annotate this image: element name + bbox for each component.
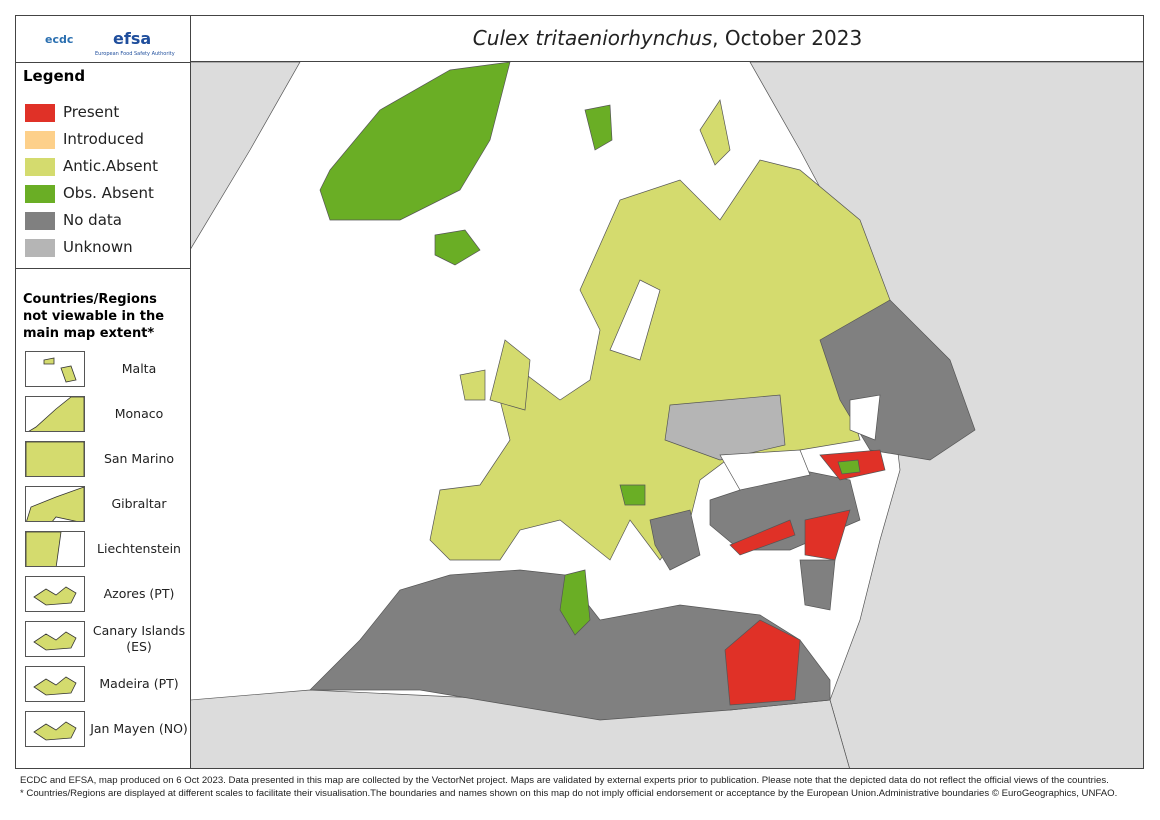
turkey-coast bbox=[729, 519, 796, 556]
inset-region bbox=[33, 586, 77, 606]
great-britain bbox=[489, 339, 531, 411]
frame bbox=[15, 15, 1144, 769]
logo: ecdc bbox=[45, 33, 74, 46]
inset-region bbox=[25, 531, 62, 569]
inset-region bbox=[43, 357, 55, 365]
inset-label: Gibraltar bbox=[111, 496, 167, 511]
inset-shape bbox=[25, 486, 85, 524]
caspian-sea bbox=[849, 394, 881, 441]
legend-label: Antic.Absent bbox=[63, 157, 159, 175]
inset-label: Malta bbox=[121, 361, 157, 376]
inset-shape bbox=[33, 676, 77, 696]
baltic-sea bbox=[609, 279, 661, 361]
inset-box bbox=[25, 711, 85, 747]
side-panel: ecdc efsa European Food Safety Authority… bbox=[15, 15, 191, 769]
inset-label: Azores (PT) bbox=[103, 586, 175, 601]
inset-label: Liechtenstein bbox=[97, 541, 181, 556]
inset-shape bbox=[25, 441, 85, 479]
inset-box bbox=[25, 576, 85, 612]
land-outside bbox=[191, 62, 301, 250]
footer-note: * Countries/Regions are displayed at dif… bbox=[20, 788, 1118, 799]
inset-label: San Marino bbox=[103, 451, 175, 466]
inset-region bbox=[33, 676, 77, 696]
title-date: , October 2023 bbox=[712, 26, 863, 50]
greece bbox=[649, 509, 701, 571]
inset-box bbox=[25, 486, 85, 524]
legend-swatch bbox=[25, 158, 55, 176]
logo-caption: European Food Safety Authority bbox=[95, 51, 175, 57]
legend-swatch bbox=[25, 212, 55, 230]
greenland bbox=[319, 62, 511, 221]
title: Culex tritaeniorhynchus, October 2023 bbox=[191, 15, 1144, 62]
inset-region bbox=[24, 396, 85, 434]
inset-region bbox=[33, 631, 77, 651]
georgia bbox=[837, 459, 861, 475]
inset-shape bbox=[24, 396, 85, 434]
inset-label: Jan Mayen (NO) bbox=[90, 721, 188, 736]
inset-shape bbox=[25, 531, 62, 569]
legend-swatch bbox=[25, 104, 55, 122]
legend-label: Obs. Absent bbox=[63, 184, 154, 202]
inset-label: Canary Islands (ES) bbox=[92, 623, 186, 654]
inset-shape bbox=[33, 586, 77, 606]
bosnia bbox=[619, 484, 646, 506]
inset-box bbox=[25, 666, 85, 702]
legend-swatch bbox=[25, 131, 55, 149]
inset-box bbox=[25, 441, 85, 479]
ukraine bbox=[664, 394, 786, 461]
logo: efsa bbox=[113, 29, 152, 48]
inset-region bbox=[25, 441, 85, 479]
inset-shape bbox=[33, 721, 77, 741]
legend-title: Legend bbox=[23, 67, 86, 85]
inset-label: Madeira (PT) bbox=[99, 676, 179, 691]
inset-box bbox=[25, 351, 85, 387]
black-sea bbox=[719, 449, 811, 491]
title-species: Culex tritaeniorhynchus bbox=[472, 26, 713, 50]
legend-label: No data bbox=[63, 211, 122, 229]
inset-box bbox=[25, 531, 85, 569]
novaya-zemlya bbox=[699, 99, 731, 166]
inset-shape bbox=[33, 631, 77, 651]
ireland bbox=[459, 369, 486, 401]
inset-region bbox=[60, 365, 77, 383]
egypt bbox=[724, 619, 801, 706]
svalbard bbox=[584, 104, 613, 151]
inset-box bbox=[25, 621, 85, 657]
north-africa bbox=[309, 569, 831, 721]
legend-label: Present bbox=[63, 103, 120, 121]
legend-swatch bbox=[25, 239, 55, 257]
tunisia bbox=[559, 569, 591, 636]
levant bbox=[799, 559, 836, 611]
insets-title: Countries/Regions not viewable in the ma… bbox=[23, 292, 165, 341]
iceland bbox=[434, 229, 481, 266]
legend-label: Introduced bbox=[63, 130, 144, 148]
legend-swatch bbox=[25, 185, 55, 203]
legend-label: Unknown bbox=[63, 238, 133, 256]
inset-box bbox=[24, 396, 85, 434]
inset-label: Monaco bbox=[114, 406, 164, 421]
inset-region bbox=[33, 721, 77, 741]
inset-region bbox=[25, 486, 85, 524]
footer-note: ECDC and EFSA, map produced on 6 Oct 202… bbox=[20, 775, 1109, 786]
inset-shape bbox=[43, 357, 77, 383]
